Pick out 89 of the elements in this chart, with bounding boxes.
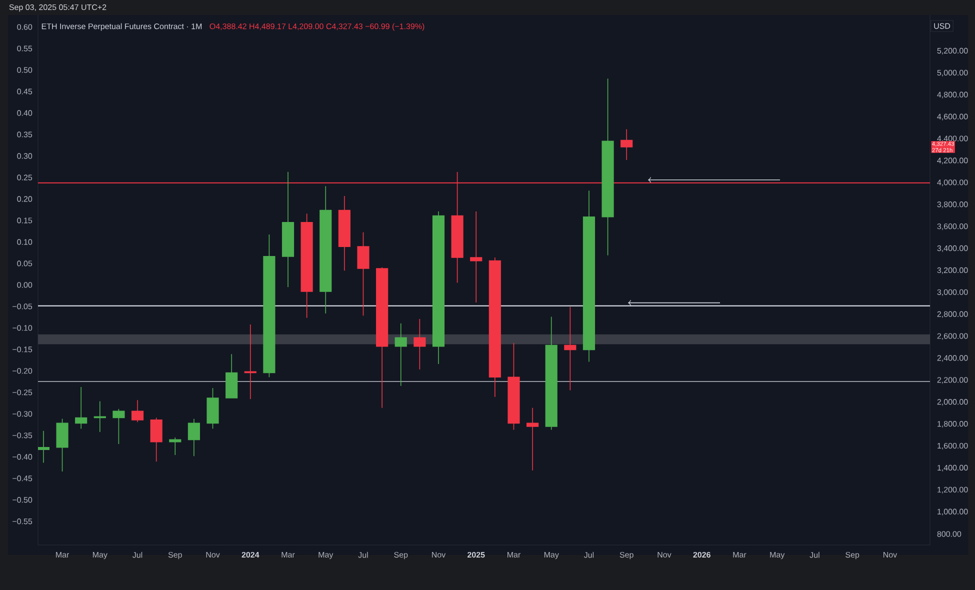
y-tick-label: 3,800.00 [937, 202, 968, 208]
candlestick [150, 417, 162, 462]
candlestick [94, 400, 106, 432]
y2-tick-label: −0.50 [12, 497, 32, 503]
y-tick-label: 2,400.00 [937, 355, 968, 362]
y2-tick-label: 0.55 [17, 46, 32, 52]
y2-tick-label: 0.15 [17, 218, 32, 224]
x-tick-label: Jul [584, 552, 594, 558]
y2-tick-label: 0.40 [17, 110, 32, 116]
y2-tick-label: −0.40 [12, 454, 32, 460]
x-tick-label: May [544, 552, 559, 560]
y2-tick-label: −0.05 [12, 304, 32, 310]
candlestick [526, 407, 539, 471]
y-tick-label: 4,800.00 [937, 92, 968, 98]
chart-subtitle: Sep 03, 2025 05:47 UTC+2 [9, 4, 106, 12]
x-tick-label: Sep [394, 552, 408, 560]
x-tick-label: Sep [620, 552, 634, 560]
y2-tick-label: 0.30 [17, 153, 32, 159]
y2-tick-label: −0.20 [12, 368, 32, 374]
y-tick-label: 3,400.00 [937, 245, 968, 252]
annotation: O4,388.42 H4,489.17 L4,209.00 C4,327.43 −60.99 (−1.39%) [210, 23, 424, 31]
y-tick-label: 1,400.00 [938, 464, 968, 472]
y-tick-label: 2,600.00 [937, 333, 968, 340]
y-tick-label: 5,000.00 [937, 70, 968, 76]
y2-tick-label: −0.35 [12, 432, 32, 438]
y2-tick-label: 0.10 [17, 239, 32, 245]
y-tick-label: 1,800.00 [938, 421, 968, 428]
y2-tick-label: 0.35 [17, 132, 32, 138]
x-tick-label: May [318, 552, 334, 560]
y-tick-label: 4,600.00 [937, 114, 968, 120]
y-tick-label: 2,200.00 [937, 377, 968, 384]
x-tick-label: Nov [658, 552, 672, 558]
x-tick-label: Mar [507, 552, 520, 558]
candlestick [131, 400, 144, 423]
candlestick [470, 211, 482, 303]
x-tick-label: 2025 [467, 552, 485, 558]
x-tick-label: Mar [56, 552, 70, 558]
x-tick-label: Mar [282, 552, 295, 558]
y2-tick-label: 0.05 [17, 260, 32, 266]
y-tick-label: 3,200.00 [937, 267, 968, 274]
y2-tick-label: 0.60 [17, 24, 32, 30]
text: ETH Inverse Perpetual Futures Contract · 1M [42, 23, 202, 31]
y-tick-label: 4,400.00 [937, 136, 968, 142]
x-tick-label: 2026 [693, 552, 710, 558]
y2-tick-label: −0.30 [12, 411, 32, 417]
y2-tick-label: −0.55 [12, 518, 32, 524]
y-tick-label: 2,800.00 [937, 311, 968, 318]
y2-tick-label: −0.45 [12, 476, 32, 482]
x-tick-label: Nov [206, 552, 220, 558]
candlestick [75, 386, 88, 430]
y2-tick-label: 0.45 [17, 88, 32, 94]
y-tick-label: 1,200.00 [938, 486, 968, 494]
y2-tick-label: −0.15 [12, 346, 32, 352]
candlestick [357, 232, 370, 316]
candlestick [188, 418, 200, 457]
y2-tick-label: 0.00 [17, 282, 32, 288]
x-tick-label: Sep [168, 552, 182, 560]
candlestick [414, 318, 426, 370]
x-tick-label: Jul [358, 552, 368, 558]
y-tick-label: 4,200.00 [937, 158, 968, 164]
y-tick-label: 4,000.00 [937, 180, 968, 186]
y2-tick-label: −0.10 [12, 325, 32, 331]
y-tick-label: 800.00 [937, 531, 962, 537]
candlestick [564, 306, 576, 391]
candlestick [620, 128, 633, 160]
y2-tick-label: 0.25 [17, 174, 32, 180]
x-tick-label: Nov [883, 552, 898, 558]
y2-tick-label: −0.25 [12, 390, 32, 396]
x-tick-label: May [770, 552, 785, 560]
y-tick-label: 3,600.00 [937, 223, 968, 230]
y-tick-label: 1,000.00 [938, 508, 968, 516]
x-tick-label: Sep [846, 552, 860, 560]
candlestick [112, 408, 125, 444]
x-tick-label: Jul [132, 552, 142, 558]
x-tick-label: Jul [810, 552, 820, 558]
y-tick-label: 2,000.00 [937, 399, 968, 406]
x-tick-label: 2024 [242, 552, 260, 558]
y-tick-label: 5,200.00 [937, 48, 968, 55]
y2-tick-label: 0.20 [17, 196, 32, 202]
y-tick-label: 3,000.00 [937, 289, 968, 296]
y-axis-title: USD [934, 23, 950, 29]
y2-tick-label: 0.50 [17, 67, 32, 73]
candlestick [394, 322, 407, 386]
candlestick [244, 324, 256, 400]
y-tick-label: 1,600.00 [938, 442, 968, 450]
x-tick-label: May [92, 552, 108, 560]
x-tick-label: Nov [432, 552, 446, 558]
candlestick [169, 437, 182, 456]
x-tick-label: Mar [733, 552, 746, 558]
